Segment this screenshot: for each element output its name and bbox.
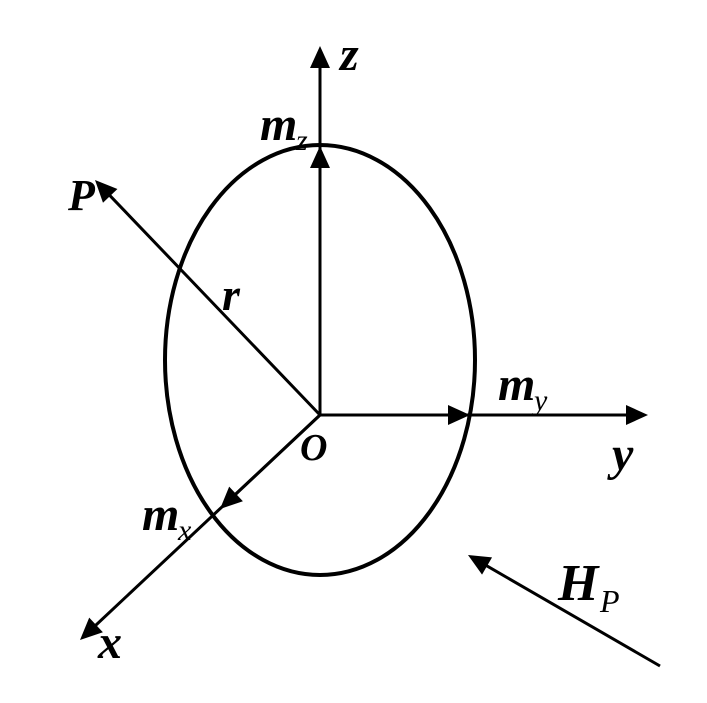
label-HP-main: H <box>557 555 600 612</box>
label-y: y <box>607 428 634 481</box>
label-mx-sub: x <box>177 514 192 547</box>
label-my-main: m <box>498 358 535 411</box>
label-P: P <box>67 171 96 220</box>
label-HP-sub: P <box>599 583 620 619</box>
label-x: x <box>97 616 122 669</box>
label-O: O <box>300 427 327 469</box>
label-my-sub: y <box>531 384 548 417</box>
label-mx-main: m <box>142 488 179 541</box>
label-mz-main: m <box>260 98 297 151</box>
label-z: z <box>338 28 359 81</box>
label-mz-sub: z <box>295 124 308 157</box>
label-r: r <box>222 269 241 320</box>
